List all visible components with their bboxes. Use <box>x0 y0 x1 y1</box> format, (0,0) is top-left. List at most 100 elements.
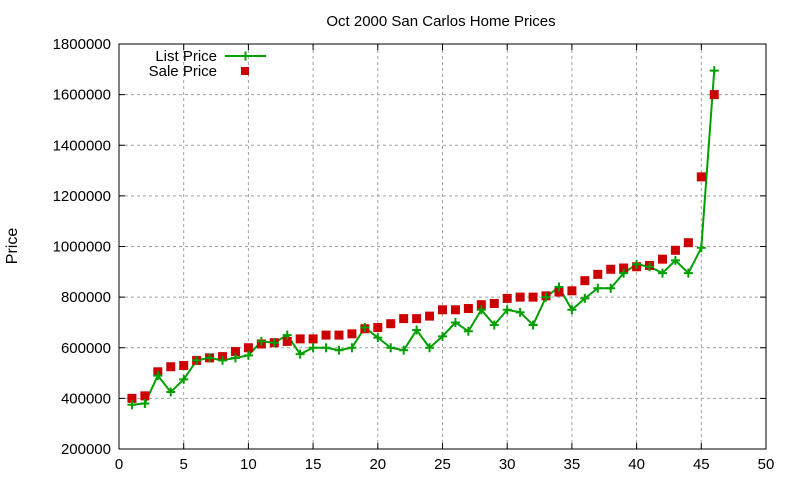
list-price-point <box>425 343 435 353</box>
sale-price-point <box>450 305 460 315</box>
list-price-point <box>670 255 680 265</box>
sale-price-point <box>438 305 447 315</box>
list-price-point <box>230 353 240 363</box>
list-price-point <box>295 349 305 359</box>
axis-ticks: 0 5 10 15 20 25 30 35 40 45 50 200000 400000 600000 80… <box>53 36 775 473</box>
sale-price-point <box>709 90 719 100</box>
list-price-point <box>153 371 163 381</box>
list-price-point <box>321 343 331 353</box>
list-price-point <box>619 268 629 278</box>
sale-price-point <box>696 172 706 182</box>
sale-price-point <box>140 391 150 401</box>
sale-price-point <box>683 238 693 248</box>
sale-price-point <box>657 254 667 264</box>
list-price-point <box>282 330 292 340</box>
sale-price-point <box>347 329 357 339</box>
legend-label-sale-price: Sale Price <box>149 63 217 80</box>
sale-price-point <box>528 292 538 302</box>
sale-price-point <box>295 334 305 344</box>
sale-price-point <box>386 319 396 329</box>
sale-price-point <box>489 298 499 308</box>
sale-price-point <box>373 323 383 332</box>
x-tick-label: 35 <box>564 456 581 473</box>
x-tick-label: 45 <box>693 456 710 473</box>
x-tick-label: 50 <box>758 456 775 473</box>
sale-price-point <box>425 311 435 321</box>
list-price-point <box>179 374 189 384</box>
legend-marker-list-price <box>241 51 250 61</box>
list-price-point <box>450 317 460 327</box>
list-price-point <box>308 343 318 353</box>
list-price-point <box>399 345 409 355</box>
legend-label-list-price: List Price <box>155 48 217 65</box>
sale-price-point <box>502 293 512 303</box>
list-price-point <box>463 326 473 336</box>
legend: List Price Sale Price <box>149 48 266 80</box>
list-price-point <box>632 259 642 269</box>
sale-price-point <box>554 287 564 297</box>
list-price-point <box>373 333 383 343</box>
y-tick-label: 400000 <box>61 390 111 407</box>
list-price-point <box>683 268 693 278</box>
list-price-point <box>541 292 551 302</box>
chart-title: Oct 2000 San Carlos Home Prices <box>326 13 555 30</box>
list-price-point <box>502 305 512 315</box>
sale-price-point <box>580 276 590 286</box>
list-price-point <box>438 331 447 341</box>
sale-price-point <box>567 286 577 296</box>
list-price-point <box>709 66 719 76</box>
list-price-point <box>243 350 253 360</box>
list-price-point <box>205 353 215 363</box>
list-price-point <box>334 345 344 355</box>
x-tick-label: 5 <box>180 456 188 473</box>
y-tick-label: 1800000 <box>53 36 111 53</box>
y-tick-label: 1000000 <box>53 239 111 256</box>
list-price-point <box>256 336 266 346</box>
list-price-point <box>606 283 616 293</box>
sale-price-point <box>282 336 292 346</box>
x-tick-label: 20 <box>369 456 386 473</box>
x-tick-label: 30 <box>499 456 516 473</box>
list-price-point <box>347 343 357 353</box>
list-price-line <box>131 70 716 406</box>
sale-price-point <box>412 314 422 324</box>
sale-price-point <box>606 264 616 274</box>
x-tick-label: 0 <box>115 456 123 473</box>
sale-price-point <box>670 245 680 255</box>
list-price-point <box>657 268 667 278</box>
legend-marker-sale-price <box>241 67 249 75</box>
sale-price-point <box>476 300 486 310</box>
plot-frame <box>118 43 767 450</box>
y-tick-label: 600000 <box>61 340 111 357</box>
list-price-point <box>489 320 499 330</box>
list-price-point <box>580 293 590 303</box>
y-tick-label: 1200000 <box>53 188 111 205</box>
series-layer <box>127 66 719 410</box>
sale-price-point <box>166 362 176 372</box>
list-price-point <box>140 398 150 408</box>
list-price-point <box>567 305 577 315</box>
x-tick-label: 10 <box>240 456 257 473</box>
y-tick-label: 800000 <box>61 289 111 306</box>
sale-price-point <box>334 330 344 340</box>
sale-price-point <box>619 263 629 273</box>
list-price-point <box>412 325 422 335</box>
x-tick-label: 15 <box>305 456 322 473</box>
sale-price-point <box>515 292 525 302</box>
list-price-point <box>515 307 525 317</box>
sale-price-point <box>463 304 473 314</box>
y-tick-label: 1600000 <box>53 87 111 104</box>
sale-price-point <box>127 393 137 403</box>
sale-price-point <box>321 330 331 340</box>
sale-price-point <box>399 314 409 324</box>
grid <box>119 44 766 449</box>
y-axis-label: Price <box>4 228 21 265</box>
sale-price-point <box>230 347 240 357</box>
list-price-point <box>166 387 176 397</box>
x-tick-label: 25 <box>434 456 451 473</box>
sale-price-point <box>593 269 603 279</box>
list-price-point <box>476 305 486 315</box>
list-price-point <box>386 343 396 353</box>
sale-price-point <box>179 360 189 370</box>
